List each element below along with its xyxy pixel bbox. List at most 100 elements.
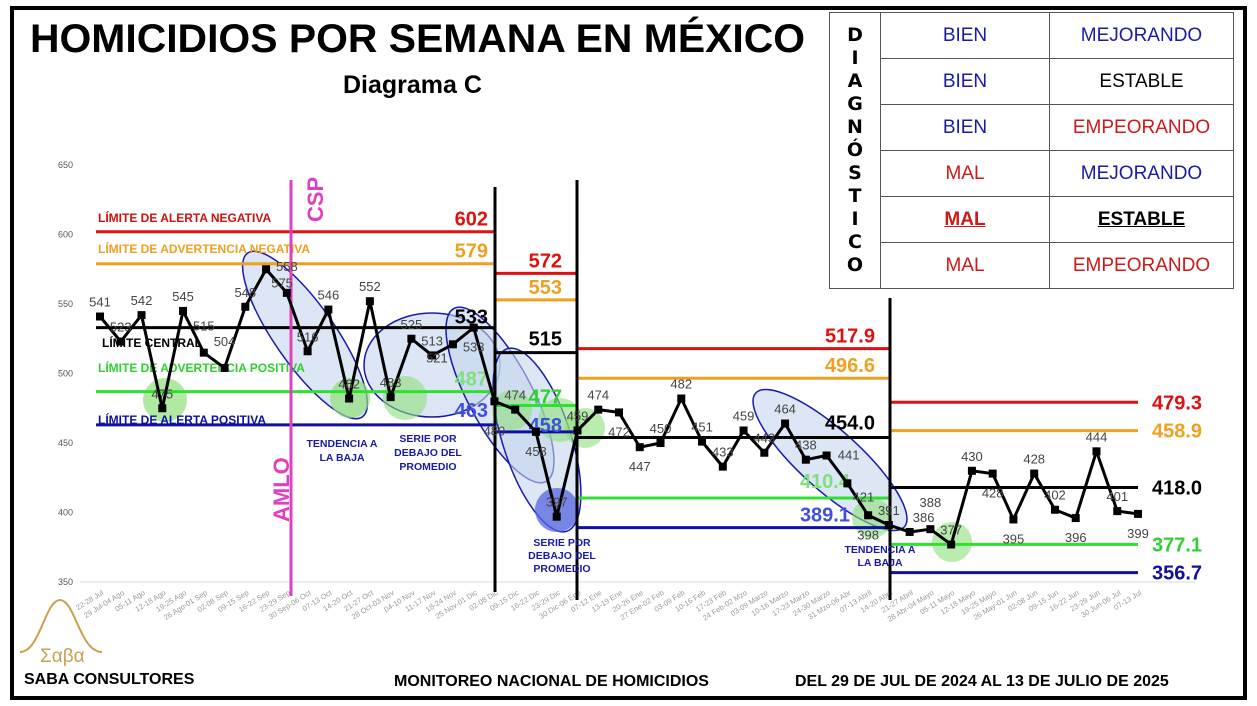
- amlo-label: AMLO: [269, 457, 294, 522]
- data-point[interactable]: [573, 426, 582, 435]
- diagnostic-row: MAL EMPEORANDO: [830, 242, 1234, 289]
- data-point[interactable]: [739, 426, 748, 435]
- y-tick-label: 500: [58, 369, 73, 379]
- data-point[interactable]: [116, 337, 125, 346]
- data-point[interactable]: [967, 466, 976, 475]
- y-tick-label: 550: [58, 299, 73, 309]
- data-label: 521: [426, 350, 448, 365]
- data-label: 482: [338, 377, 360, 392]
- data-point[interactable]: [158, 404, 167, 413]
- data-point[interactable]: [1071, 514, 1080, 523]
- data-point[interactable]: [781, 419, 790, 428]
- data-point[interactable]: [345, 394, 354, 403]
- data-point[interactable]: [96, 312, 104, 321]
- limit-name-label: LÍMITE DE ADVERTENCIA NEGATIVA: [98, 241, 310, 256]
- data-point[interactable]: [303, 347, 312, 356]
- data-point[interactable]: [1050, 505, 1059, 514]
- data-point[interactable]: [1134, 509, 1142, 518]
- data-label: 441: [838, 448, 860, 463]
- data-point[interactable]: [365, 297, 374, 306]
- data-point[interactable]: [1009, 515, 1018, 524]
- data-label: 515: [193, 319, 215, 334]
- monitor-title: MONITOREO NACIONAL DE HOMICIDIOS: [394, 673, 709, 690]
- limit-name-label: LÍMITE DE ADVERTENCIA POSITIVA: [98, 360, 305, 375]
- data-point[interactable]: [988, 469, 997, 478]
- data-point[interactable]: [947, 540, 956, 549]
- data-label: 397: [546, 495, 568, 510]
- data-point[interactable]: [1030, 469, 1039, 478]
- data-point[interactable]: [137, 311, 146, 320]
- data-point[interactable]: [718, 462, 727, 471]
- data-label: 428: [1023, 452, 1045, 467]
- data-point[interactable]: [698, 437, 707, 446]
- data-point[interactable]: [677, 394, 686, 403]
- data-point[interactable]: [864, 511, 873, 520]
- data-label: 377: [940, 522, 962, 537]
- data-point[interactable]: [615, 408, 623, 417]
- y-tick-label: 350: [58, 577, 73, 587]
- data-point[interactable]: [822, 451, 831, 460]
- data-point[interactable]: [324, 305, 333, 314]
- data-point[interactable]: [760, 448, 769, 457]
- data-label: 396: [1065, 530, 1087, 545]
- limit-value-label: 479.3: [1152, 392, 1202, 414]
- diagnostic-state: BIEN: [880, 12, 1050, 59]
- data-label: 444: [1086, 429, 1108, 444]
- data-label: 386: [913, 510, 935, 525]
- data-point[interactable]: [199, 348, 208, 357]
- data-point[interactable]: [1092, 447, 1101, 456]
- data-label: 552: [359, 279, 381, 294]
- data-label: 438: [795, 438, 817, 453]
- data-point[interactable]: [179, 306, 188, 315]
- diagnostic-state: MAL: [880, 242, 1050, 289]
- data-label: 483: [380, 375, 402, 390]
- data-point[interactable]: [1113, 507, 1122, 516]
- diagnostic-trend: EMPEORANDO: [1049, 242, 1234, 289]
- diagnostic-state: MAL: [880, 150, 1050, 197]
- data-point[interactable]: [220, 363, 229, 372]
- data-point[interactable]: [635, 443, 644, 452]
- svg-text:Σαβα: Σαβα: [40, 646, 85, 667]
- diagnostic-trend: MEJORANDO: [1049, 12, 1234, 59]
- data-label: 401: [1106, 489, 1128, 504]
- data-point[interactable]: [552, 512, 561, 521]
- diagnostic-row: MAL ESTABLE: [830, 196, 1234, 243]
- data-label: 533: [463, 340, 485, 355]
- data-point[interactable]: [241, 302, 250, 311]
- data-point[interactable]: [843, 479, 852, 488]
- limit-value-label: 572: [529, 250, 562, 272]
- data-point[interactable]: [801, 455, 810, 464]
- data-point[interactable]: [282, 288, 291, 297]
- data-label: 459: [567, 408, 589, 423]
- data-label: 516: [297, 329, 319, 344]
- diagnostic-trend: ESTABLE: [1049, 196, 1234, 243]
- data-point[interactable]: [407, 334, 416, 343]
- diagnostic-state: BIEN: [880, 104, 1050, 151]
- data-point[interactable]: [511, 405, 520, 414]
- data-label: 546: [318, 288, 340, 303]
- data-point[interactable]: [386, 393, 395, 402]
- data-point[interactable]: [905, 527, 914, 536]
- data-point[interactable]: [448, 340, 457, 349]
- data-point[interactable]: [428, 351, 437, 360]
- data-point[interactable]: [262, 265, 271, 274]
- data-point[interactable]: [926, 525, 935, 534]
- data-label: 545: [172, 289, 194, 304]
- data-label: 541: [89, 295, 111, 310]
- data-point[interactable]: [531, 427, 540, 436]
- data-point[interactable]: [884, 521, 893, 530]
- diagnostic-trend: ESTABLE: [1049, 58, 1234, 105]
- limit-value-label: 477: [529, 386, 562, 408]
- data-point[interactable]: [594, 405, 603, 414]
- data-point[interactable]: [490, 397, 499, 406]
- data-label: 474: [587, 388, 609, 403]
- y-tick-label: 600: [58, 230, 73, 240]
- limit-value-label: 458.9: [1152, 421, 1202, 443]
- data-point[interactable]: [656, 439, 665, 447]
- data-point[interactable]: [469, 323, 478, 332]
- data-label: 428: [982, 486, 1004, 501]
- limit-value-label: 356.7: [1152, 563, 1202, 585]
- data-label: 504: [214, 334, 236, 349]
- limit-value-label: 389.1: [800, 505, 850, 527]
- data-label: 447: [629, 459, 651, 474]
